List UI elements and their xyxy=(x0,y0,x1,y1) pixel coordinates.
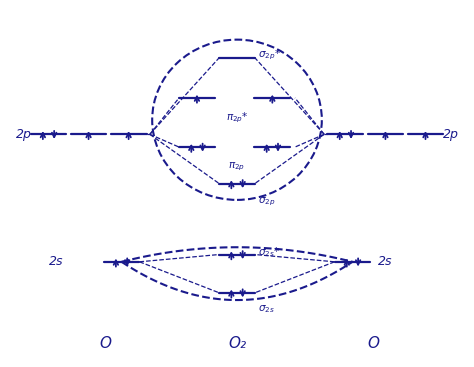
Text: O₂: O₂ xyxy=(228,336,246,351)
Text: O: O xyxy=(99,336,111,351)
Text: O: O xyxy=(368,336,380,351)
Text: 2s: 2s xyxy=(48,255,63,268)
Text: 2s: 2s xyxy=(378,255,393,268)
Text: 2p: 2p xyxy=(443,128,458,141)
Text: $\mathit{\sigma_{2p}}$*: $\mathit{\sigma_{2p}}$* xyxy=(258,48,281,62)
Text: $\mathit{\pi_{2p}}$: $\mathit{\pi_{2p}}$ xyxy=(228,160,246,172)
Text: $\mathit{\sigma_{2p}}$: $\mathit{\sigma_{2p}}$ xyxy=(258,195,276,208)
Text: $\mathit{\pi_{2p}}$*: $\mathit{\pi_{2p}}$* xyxy=(226,111,248,126)
Text: $\mathit{\sigma_{2s}}$*: $\mathit{\sigma_{2s}}$* xyxy=(258,245,280,258)
Text: $\mathit{\sigma_{2s}}$: $\mathit{\sigma_{2s}}$ xyxy=(258,303,275,315)
Text: 2p: 2p xyxy=(16,128,31,141)
